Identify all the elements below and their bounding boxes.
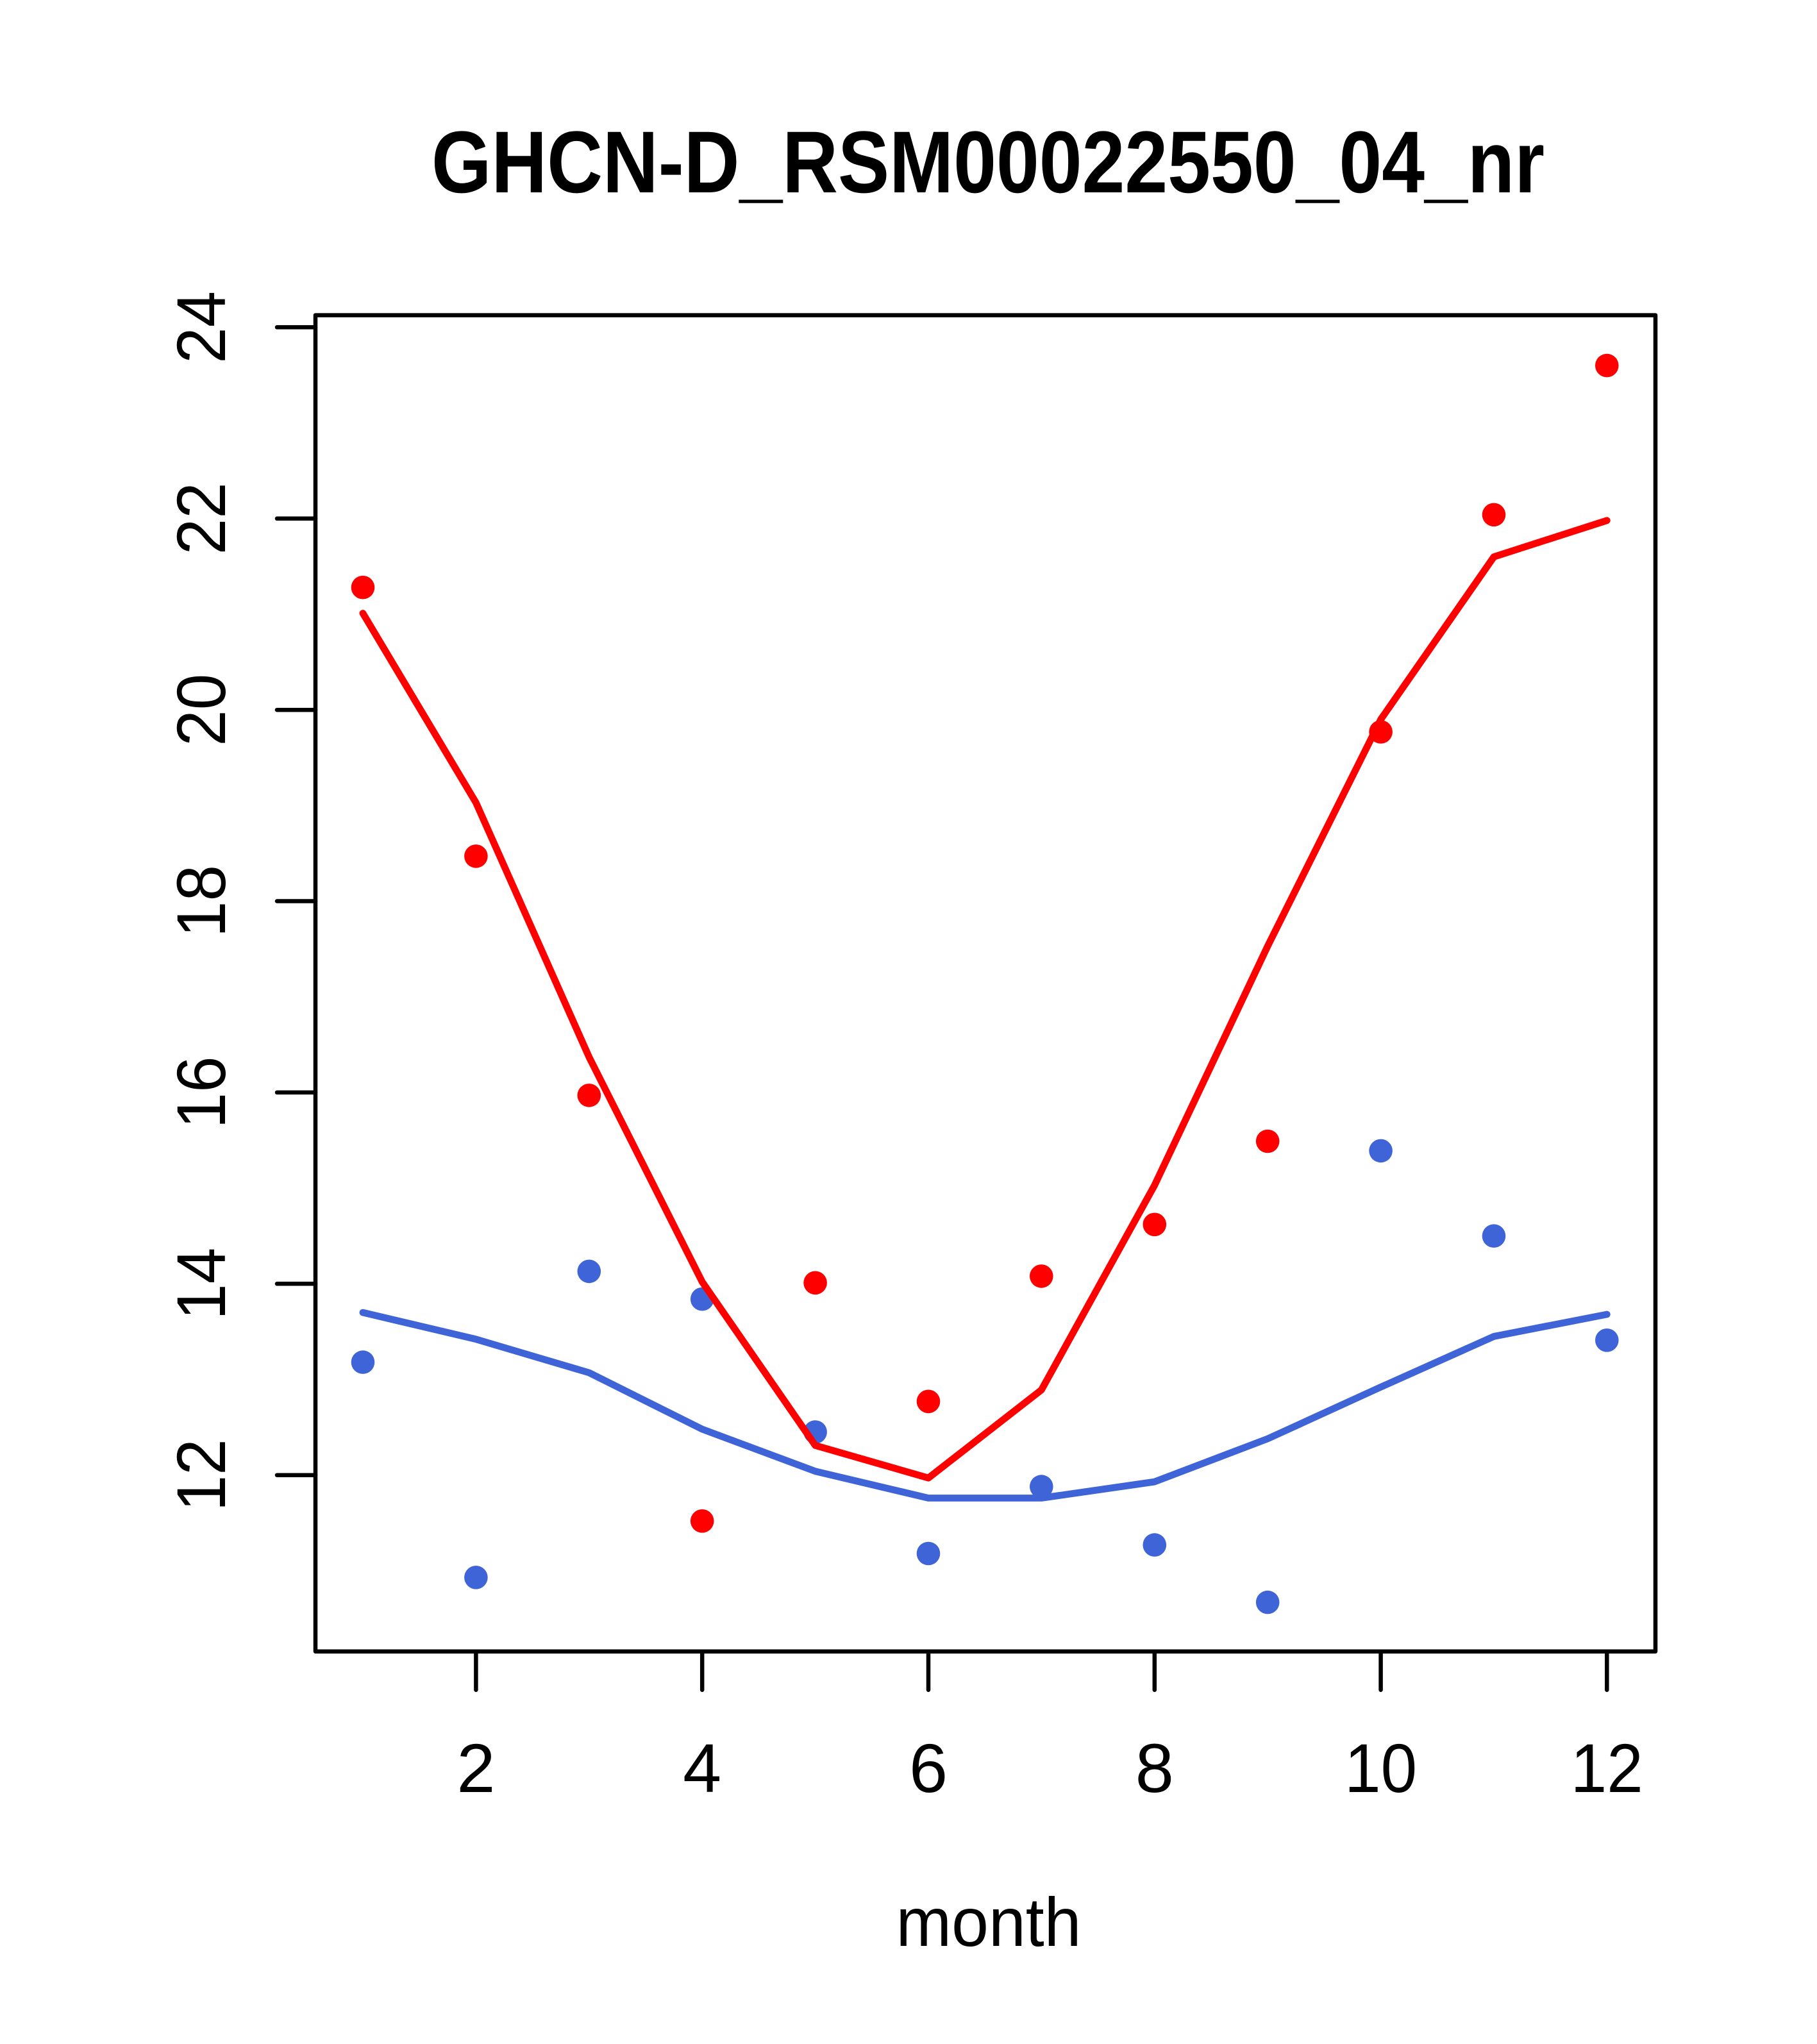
svg-text:12: 12 [1571, 1729, 1643, 1807]
svg-text:18: 18 [162, 865, 240, 937]
svg-text:month: month [896, 1883, 1082, 1961]
svg-text:10: 10 [1344, 1729, 1417, 1807]
svg-text:6: 6 [909, 1729, 948, 1807]
svg-text:24: 24 [162, 291, 240, 364]
svg-text:GHCN-D_RSM00022550_04_nr: GHCN-D_RSM00022550_04_nr [431, 113, 1545, 212]
svg-text:22: 22 [162, 482, 240, 555]
svg-text:12: 12 [162, 1439, 240, 1511]
svg-text:16: 16 [162, 1056, 240, 1128]
svg-text:20: 20 [162, 674, 240, 746]
svg-text:2: 2 [456, 1729, 495, 1807]
svg-text:8: 8 [1135, 1729, 1174, 1807]
svg-text:14: 14 [162, 1248, 240, 1320]
svg-text:4: 4 [683, 1729, 721, 1807]
